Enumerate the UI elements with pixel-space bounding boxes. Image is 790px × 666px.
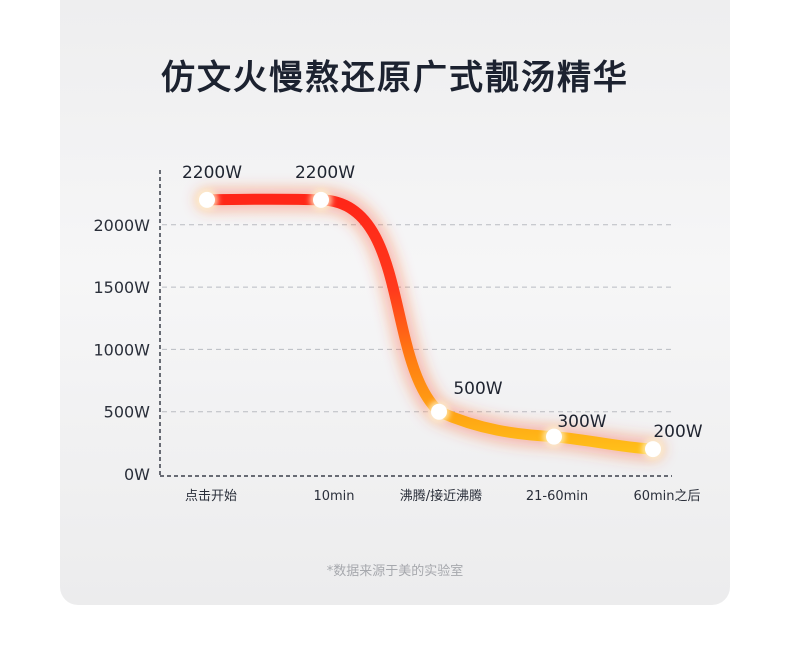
- data-point: [645, 441, 661, 458]
- x-category-label: 60min之后: [633, 489, 700, 504]
- data-points: 2200W 2200W 500W 300W 200W: [182, 163, 703, 461]
- data-label: 2200W: [295, 163, 355, 183]
- data-label: 200W: [653, 422, 702, 442]
- data-point: [431, 403, 447, 420]
- x-category-label: 10min: [313, 489, 354, 504]
- y-tick-label: 500W: [104, 403, 151, 422]
- y-tick-label: 1000W: [93, 340, 150, 359]
- data-point: [199, 191, 215, 208]
- data-label: 2200W: [182, 163, 242, 183]
- data-point: [546, 428, 562, 445]
- grid-lines: [162, 224, 672, 413]
- x-category-label: 点击开始: [185, 489, 237, 504]
- y-tick-label: 1500W: [93, 278, 150, 297]
- data-label: 500W: [453, 379, 502, 399]
- y-tick-label: 2000W: [93, 216, 150, 235]
- y-tick-label: 0W: [124, 465, 150, 484]
- chart-title: 仿文火慢熬还原广式靓汤精华: [161, 58, 629, 98]
- x-category-label: 21-60min: [526, 489, 588, 504]
- power-curve: [201, 193, 659, 455]
- y-tick-labels: 0W 500W 1000W 1500W 2000W: [93, 216, 150, 484]
- x-category-label: 沸腾/接近沸腾: [400, 488, 482, 504]
- data-label: 300W: [557, 412, 606, 432]
- data-point: [313, 191, 329, 208]
- source-note: *数据来源于美的实验室: [326, 564, 464, 579]
- x-category-labels: 点击开始 10min 沸腾/接近沸腾 21-60min 60min之后: [185, 488, 701, 504]
